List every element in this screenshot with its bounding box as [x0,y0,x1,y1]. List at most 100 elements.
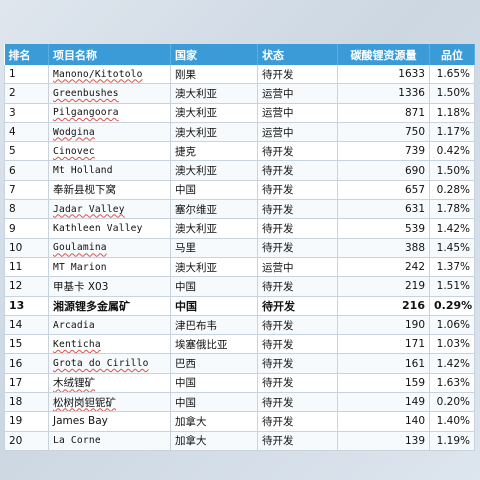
cell-resource[interactable]: 388 [337,238,430,258]
table-row[interactable]: 2 Greenbushes 澳大利亚 运营中 1336 1.50% [4,83,475,104]
cell-project-name[interactable]: 湘源锂多金属矿 [48,296,171,316]
cell-resource[interactable]: 1336 [337,83,430,104]
cell-country[interactable]: 埃塞俄比亚 [170,334,258,355]
cell-status[interactable]: 待开发 [257,411,338,432]
table-row[interactable]: 13 湘源锂多金属矿 中国 待开发 216 0.29% [4,296,475,316]
cell-grade[interactable]: 1.37% [429,257,475,278]
cell-grade[interactable]: 1.65% [429,65,475,85]
cell-resource[interactable]: 159 [337,373,430,394]
cell-status[interactable]: 待开发 [257,353,338,374]
cell-status[interactable]: 运营中 [257,103,338,123]
cell-country[interactable]: 澳大利亚 [170,257,258,278]
header-country[interactable]: 国家 [170,44,258,65]
cell-grade[interactable]: 1.06% [429,315,475,336]
cell-status[interactable]: 待开发 [257,141,338,162]
cell-rank[interactable]: 6 [4,160,49,181]
table-row[interactable]: 20 La Corne 加拿大 待开发 139 1.19% [4,431,475,451]
table-row[interactable]: 3 Pilgangoora 澳大利亚 运营中 871 1.18% [4,103,475,123]
cell-status[interactable]: 待开发 [257,180,338,201]
cell-rank[interactable]: 18 [4,392,49,413]
cell-country[interactable]: 巴西 [170,353,258,374]
cell-project-name[interactable]: 木绒锂矿 [48,373,171,394]
cell-project-name[interactable]: Goulamina [48,238,171,258]
cell-project-name[interactable]: Greenbushes [48,83,171,104]
cell-country[interactable]: 中国 [170,296,258,316]
table-row[interactable]: 14 Arcadia 津巴布韦 待开发 190 1.06% [4,315,475,336]
header-rank[interactable]: 排名 [4,44,49,65]
cell-rank[interactable]: 9 [4,218,49,239]
cell-rank[interactable]: 2 [4,83,49,104]
cell-country[interactable]: 塞尔维亚 [170,199,258,220]
cell-grade[interactable]: 1.42% [429,353,475,374]
cell-grade[interactable]: 1.63% [429,373,475,394]
cell-resource[interactable]: 219 [337,276,430,297]
cell-resource[interactable]: 171 [337,334,430,355]
cell-resource[interactable]: 539 [337,218,430,239]
cell-grade[interactable]: 0.28% [429,180,475,201]
cell-project-name[interactable]: Cinovec [48,141,171,162]
cell-resource[interactable]: 739 [337,141,430,162]
cell-country[interactable]: 澳大利亚 [170,160,258,181]
cell-country[interactable]: 中国 [170,392,258,413]
cell-grade[interactable]: 1.50% [429,83,475,104]
cell-project-name[interactable]: Wodgina [48,122,171,143]
cell-grade[interactable]: 1.78% [429,199,475,220]
cell-status[interactable]: 待开发 [257,373,338,394]
cell-status[interactable]: 待开发 [257,199,338,220]
cell-country[interactable]: 捷克 [170,141,258,162]
cell-country[interactable]: 中国 [170,180,258,201]
table-row[interactable]: 5 Cinovec 捷克 待开发 739 0.42% [4,141,475,162]
cell-country[interactable]: 加拿大 [170,431,258,451]
header-grade[interactable]: 品位 [429,44,475,65]
cell-grade[interactable]: 1.50% [429,160,475,181]
cell-status[interactable]: 待开发 [257,238,338,258]
cell-resource[interactable]: 631 [337,199,430,220]
cell-resource[interactable]: 750 [337,122,430,143]
table-row[interactable]: 18 松树岗钽铌矿 中国 待开发 149 0.20% [4,392,475,413]
cell-status[interactable]: 待开发 [257,65,338,85]
cell-status[interactable]: 待开发 [257,296,338,316]
table-row[interactable]: 12 甲基卡 X03 中国 待开发 219 1.51% [4,276,475,297]
table-row[interactable]: 8 Jadar Valley 塞尔维亚 待开发 631 1.78% [4,199,475,220]
table-row[interactable]: 6 Mt Holland 澳大利亚 待开发 690 1.50% [4,160,475,181]
cell-status[interactable]: 运营中 [257,83,338,104]
table-row[interactable]: 1 Manono/Kitotolo 刚果 待开发 1633 1.65% [4,65,475,85]
cell-grade[interactable]: 1.42% [429,218,475,239]
cell-rank[interactable]: 3 [4,103,49,123]
header-project-name[interactable]: 项目名称 [48,44,171,65]
header-status[interactable]: 状态 [257,44,338,65]
cell-resource[interactable]: 242 [337,257,430,278]
cell-resource[interactable]: 149 [337,392,430,413]
cell-resource[interactable]: 140 [337,411,430,432]
cell-resource[interactable]: 690 [337,160,430,181]
cell-project-name[interactable]: Kathleen Valley [48,218,171,239]
cell-rank[interactable]: 10 [4,238,49,258]
cell-project-name[interactable]: James Bay [48,411,171,432]
cell-rank[interactable]: 7 [4,180,49,201]
cell-grade[interactable]: 1.03% [429,334,475,355]
cell-resource[interactable]: 1633 [337,65,430,85]
cell-project-name[interactable]: Arcadia [48,315,171,336]
cell-country[interactable]: 津巴布韦 [170,315,258,336]
cell-rank[interactable]: 8 [4,199,49,220]
cell-status[interactable]: 待开发 [257,334,338,355]
cell-country[interactable]: 中国 [170,276,258,297]
cell-country[interactable]: 马里 [170,238,258,258]
table-row[interactable]: 17 木绒锂矿 中国 待开发 159 1.63% [4,373,475,394]
header-lithium-carbonate-resource[interactable]: 碳酸锂资源量 [337,44,430,65]
cell-rank[interactable]: 14 [4,315,49,336]
cell-project-name[interactable]: Pilgangoora [48,103,171,123]
cell-project-name[interactable]: Grota do Cirillo [48,353,171,374]
table-row[interactable]: 7 奉新县枧下窝 中国 待开发 657 0.28% [4,180,475,201]
cell-rank[interactable]: 1 [4,65,49,85]
cell-project-name[interactable]: Kenticha [48,334,171,355]
cell-status[interactable]: 运营中 [257,257,338,278]
cell-country[interactable]: 澳大利亚 [170,122,258,143]
cell-resource[interactable]: 657 [337,180,430,201]
cell-grade[interactable]: 1.45% [429,238,475,258]
cell-country[interactable]: 加拿大 [170,411,258,432]
cell-country[interactable]: 澳大利亚 [170,218,258,239]
cell-project-name[interactable]: 奉新县枧下窝 [48,180,171,201]
cell-project-name[interactable]: La Corne [48,431,171,451]
table-row[interactable]: 16 Grota do Cirillo 巴西 待开发 161 1.42% [4,353,475,374]
